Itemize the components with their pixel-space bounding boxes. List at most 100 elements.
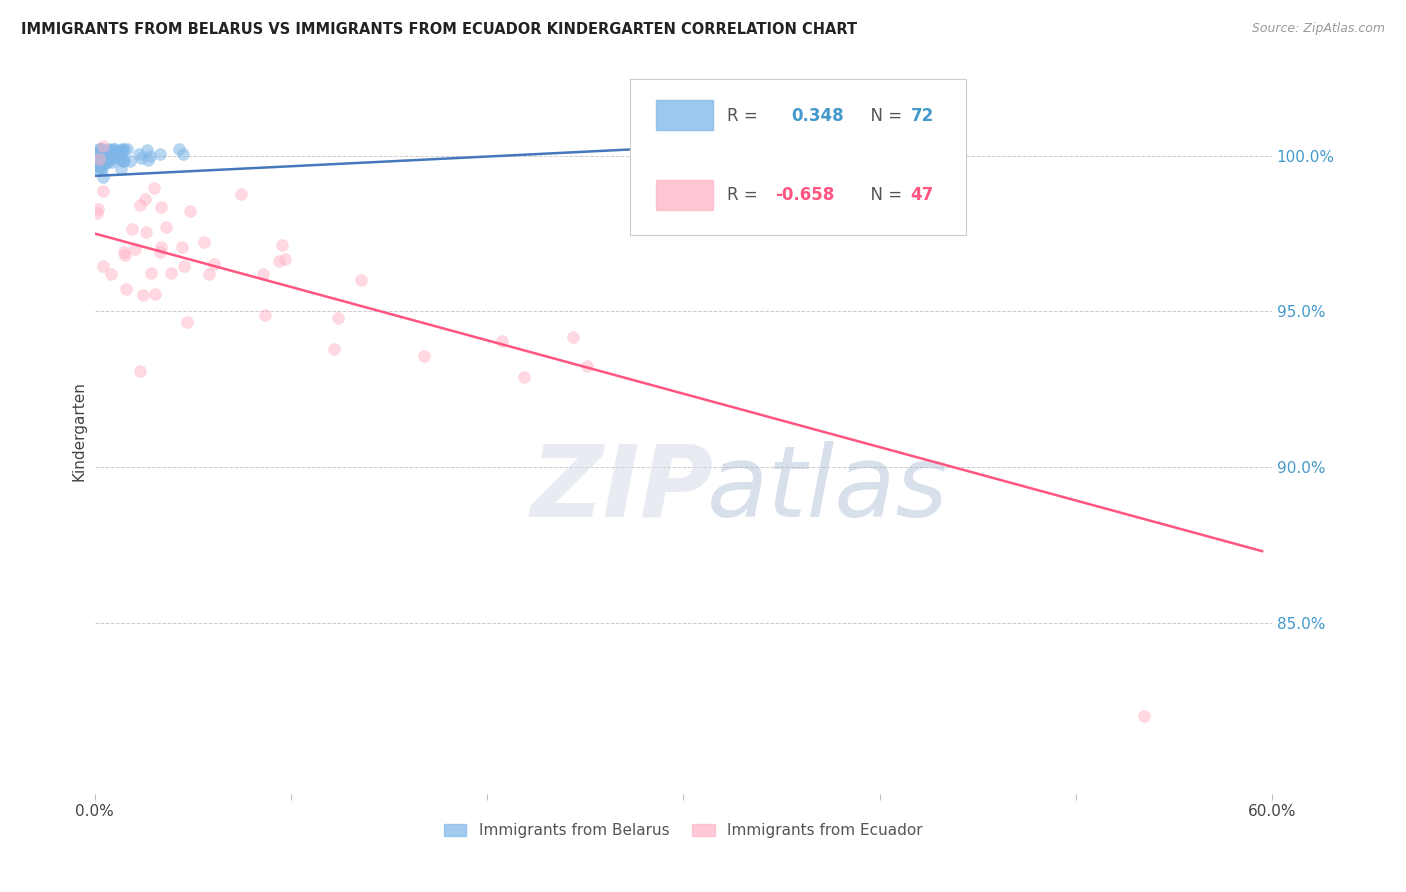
Point: [96, 154, 118, 169]
Point: [202, 257, 225, 271]
Point: [108, 151, 131, 165]
Point: [91, 145, 114, 160]
Point: [93, 151, 115, 165]
Point: [129, 198, 152, 212]
Point: [98, 151, 121, 165]
Point: [114, 248, 136, 262]
Point: [97, 143, 120, 157]
Point: [270, 238, 292, 252]
Point: [267, 254, 290, 268]
FancyBboxPatch shape: [657, 179, 713, 210]
Point: [91, 148, 114, 162]
Point: [91, 139, 114, 153]
Point: [197, 267, 219, 281]
Point: [96, 151, 118, 165]
Text: 47: 47: [911, 186, 934, 204]
Point: [90, 156, 112, 170]
Point: [167, 143, 190, 157]
Point: [412, 349, 434, 363]
Text: 0.348: 0.348: [792, 107, 844, 125]
Text: atlas: atlas: [707, 441, 949, 538]
Point: [91, 143, 114, 157]
Point: [179, 203, 201, 218]
Point: [112, 154, 135, 169]
Y-axis label: Kindergarten: Kindergarten: [72, 381, 86, 481]
Point: [86, 147, 108, 161]
FancyBboxPatch shape: [657, 100, 713, 130]
Point: [93, 184, 115, 198]
Point: [1133, 709, 1156, 723]
Point: [91, 156, 114, 170]
Point: [160, 266, 183, 280]
Point: [87, 143, 110, 157]
Point: [98, 143, 121, 157]
Text: R =: R =: [727, 107, 768, 125]
Point: [103, 143, 125, 157]
Point: [104, 146, 127, 161]
Point: [94, 146, 117, 161]
Point: [124, 242, 146, 256]
Point: [115, 282, 138, 296]
Point: [94, 145, 117, 159]
Point: [94, 144, 117, 158]
Point: [274, 252, 297, 266]
Point: [155, 219, 177, 234]
Point: [134, 192, 156, 206]
Point: [91, 149, 114, 163]
Text: 72: 72: [911, 107, 934, 125]
Point: [111, 145, 134, 159]
Point: [87, 148, 110, 162]
Point: [131, 288, 153, 302]
Point: [562, 330, 585, 344]
Point: [87, 202, 110, 216]
Point: [89, 145, 111, 160]
Point: [86, 158, 108, 172]
Point: [111, 143, 134, 157]
Point: [104, 147, 127, 161]
Point: [94, 156, 117, 170]
Point: [170, 240, 193, 254]
Point: [89, 154, 111, 169]
Point: [100, 154, 122, 169]
Point: [90, 143, 112, 157]
Point: [112, 143, 135, 157]
Point: [91, 154, 114, 169]
Point: [350, 273, 373, 287]
Point: [110, 143, 132, 157]
Point: [253, 309, 276, 323]
Point: [89, 143, 111, 157]
Point: [91, 170, 114, 185]
Point: [193, 235, 215, 249]
Point: [129, 364, 152, 378]
Text: ZIP: ZIP: [530, 441, 713, 538]
Point: [136, 153, 159, 167]
Text: R =: R =: [727, 186, 763, 204]
Text: N =: N =: [860, 186, 907, 204]
Point: [135, 225, 157, 239]
Point: [149, 244, 172, 259]
Point: [143, 287, 166, 301]
Point: [176, 315, 198, 329]
Point: [491, 334, 513, 348]
Text: Source: ZipAtlas.com: Source: ZipAtlas.com: [1251, 22, 1385, 36]
Point: [90, 161, 112, 175]
Point: [110, 161, 132, 176]
Point: [96, 148, 118, 162]
Point: [98, 153, 121, 168]
FancyBboxPatch shape: [630, 79, 966, 235]
Point: [86, 206, 108, 220]
Point: [115, 143, 138, 157]
Point: [91, 145, 114, 160]
Point: [103, 143, 125, 157]
Point: [149, 240, 172, 254]
Point: [136, 144, 159, 158]
Point: [120, 153, 142, 168]
Point: [231, 187, 253, 202]
Point: [111, 153, 134, 168]
Point: [173, 260, 195, 274]
Point: [103, 149, 125, 163]
Point: [326, 311, 349, 326]
Point: [576, 359, 599, 373]
Point: [90, 159, 112, 173]
Point: [112, 245, 135, 260]
